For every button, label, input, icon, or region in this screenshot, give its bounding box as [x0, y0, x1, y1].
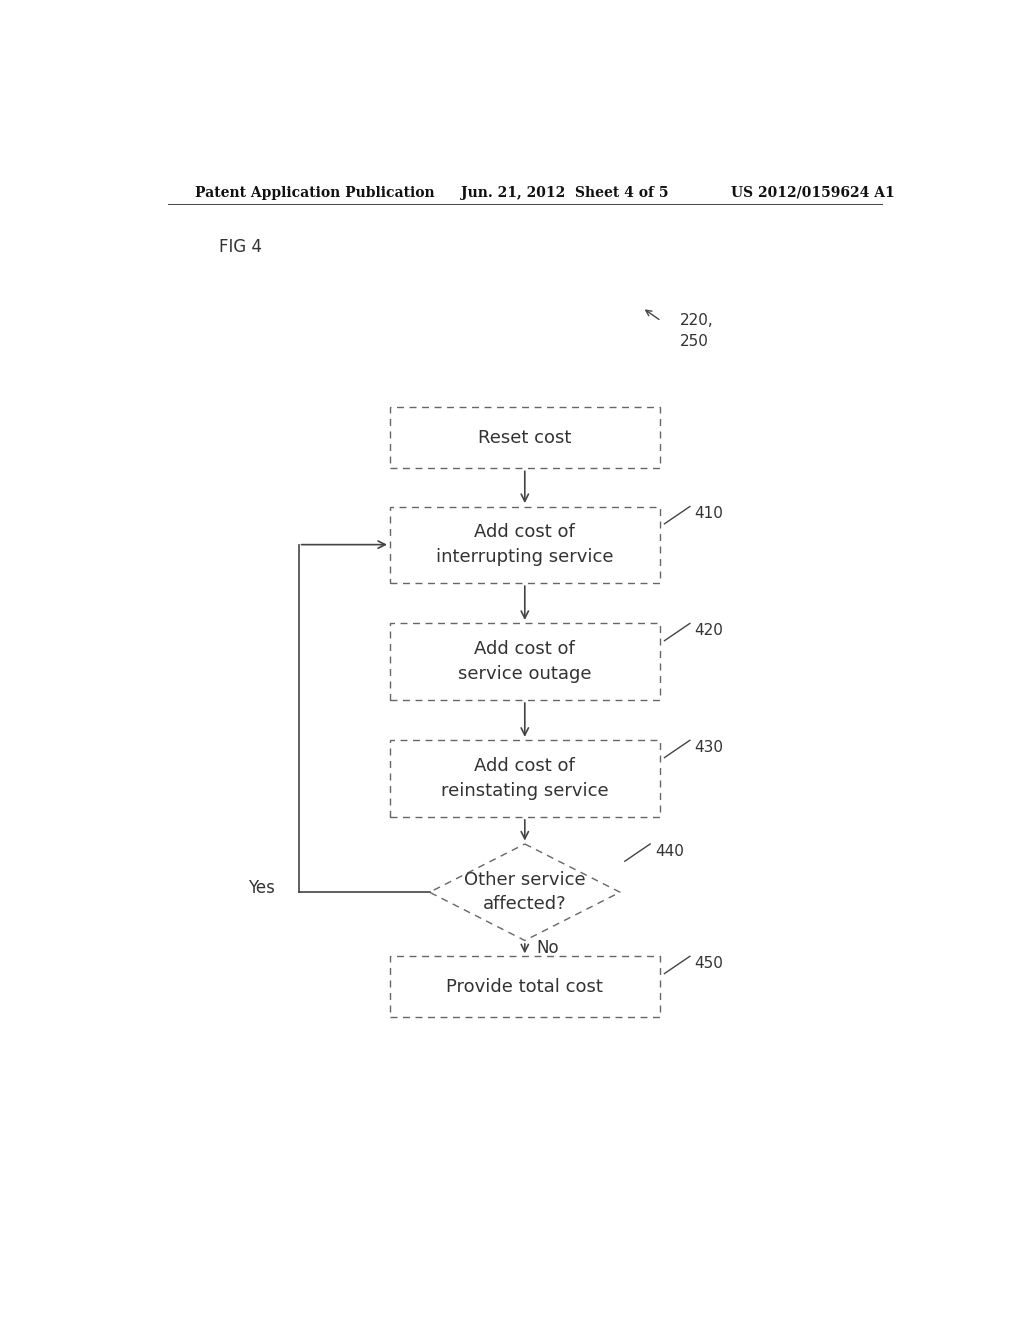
- Text: Add cost of
service outage: Add cost of service outage: [458, 640, 592, 682]
- Text: No: No: [537, 939, 559, 957]
- Text: 430: 430: [694, 741, 724, 755]
- FancyBboxPatch shape: [390, 623, 659, 700]
- Text: Add cost of
reinstating service: Add cost of reinstating service: [441, 758, 608, 800]
- Text: 410: 410: [694, 506, 724, 521]
- Text: US 2012/0159624 A1: US 2012/0159624 A1: [731, 186, 895, 199]
- Text: Add cost of
interrupting service: Add cost of interrupting service: [436, 524, 613, 566]
- FancyBboxPatch shape: [390, 956, 659, 1018]
- Text: 220,
250: 220, 250: [680, 313, 714, 350]
- Text: Other service
affected?: Other service affected?: [464, 871, 586, 913]
- Text: Patent Application Publication: Patent Application Publication: [196, 186, 435, 199]
- Text: 440: 440: [655, 843, 684, 858]
- Text: Jun. 21, 2012  Sheet 4 of 5: Jun. 21, 2012 Sheet 4 of 5: [461, 186, 669, 199]
- Text: 420: 420: [694, 623, 724, 638]
- Text: FIG 4: FIG 4: [219, 238, 262, 256]
- Text: Yes: Yes: [248, 879, 274, 898]
- FancyBboxPatch shape: [390, 507, 659, 582]
- FancyBboxPatch shape: [390, 741, 659, 817]
- FancyBboxPatch shape: [390, 408, 659, 469]
- Text: Provide total cost: Provide total cost: [446, 978, 603, 995]
- Text: Reset cost: Reset cost: [478, 429, 571, 447]
- Text: 450: 450: [694, 956, 724, 972]
